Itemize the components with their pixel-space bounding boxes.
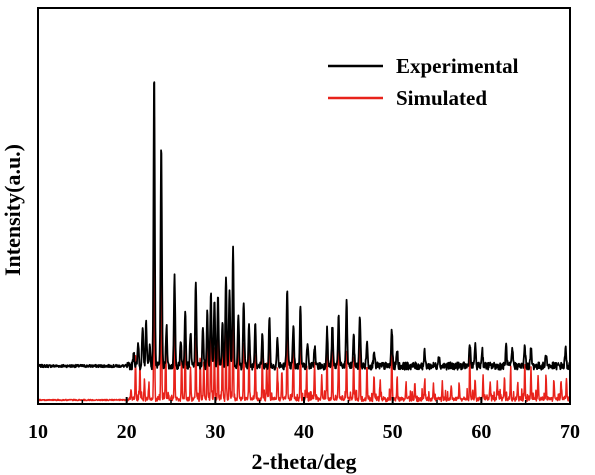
series-line-experimental [37,81,571,371]
x-tick-label: 20 [117,421,137,443]
y-axis-label: Intensity(a.u.) [0,144,25,276]
x-tick-label: 50 [383,421,403,443]
series-line-simulated [37,113,571,403]
series-layer [37,81,571,403]
legend: Experimental Simulated [328,54,519,110]
x-tick-label: 60 [471,421,491,443]
legend-label-simulated: Simulated [396,86,487,110]
x-tick-label: 40 [294,421,314,443]
x-tick-label: 10 [28,421,48,443]
x-tick-label: 30 [205,421,225,443]
legend-label-experimental: Experimental [396,54,519,78]
x-tick-label: 70 [560,421,580,443]
x-axis-label: 2-theta/deg [251,449,356,474]
x-axis-ticks: 10 20 30 40 50 60 70 [28,397,580,443]
